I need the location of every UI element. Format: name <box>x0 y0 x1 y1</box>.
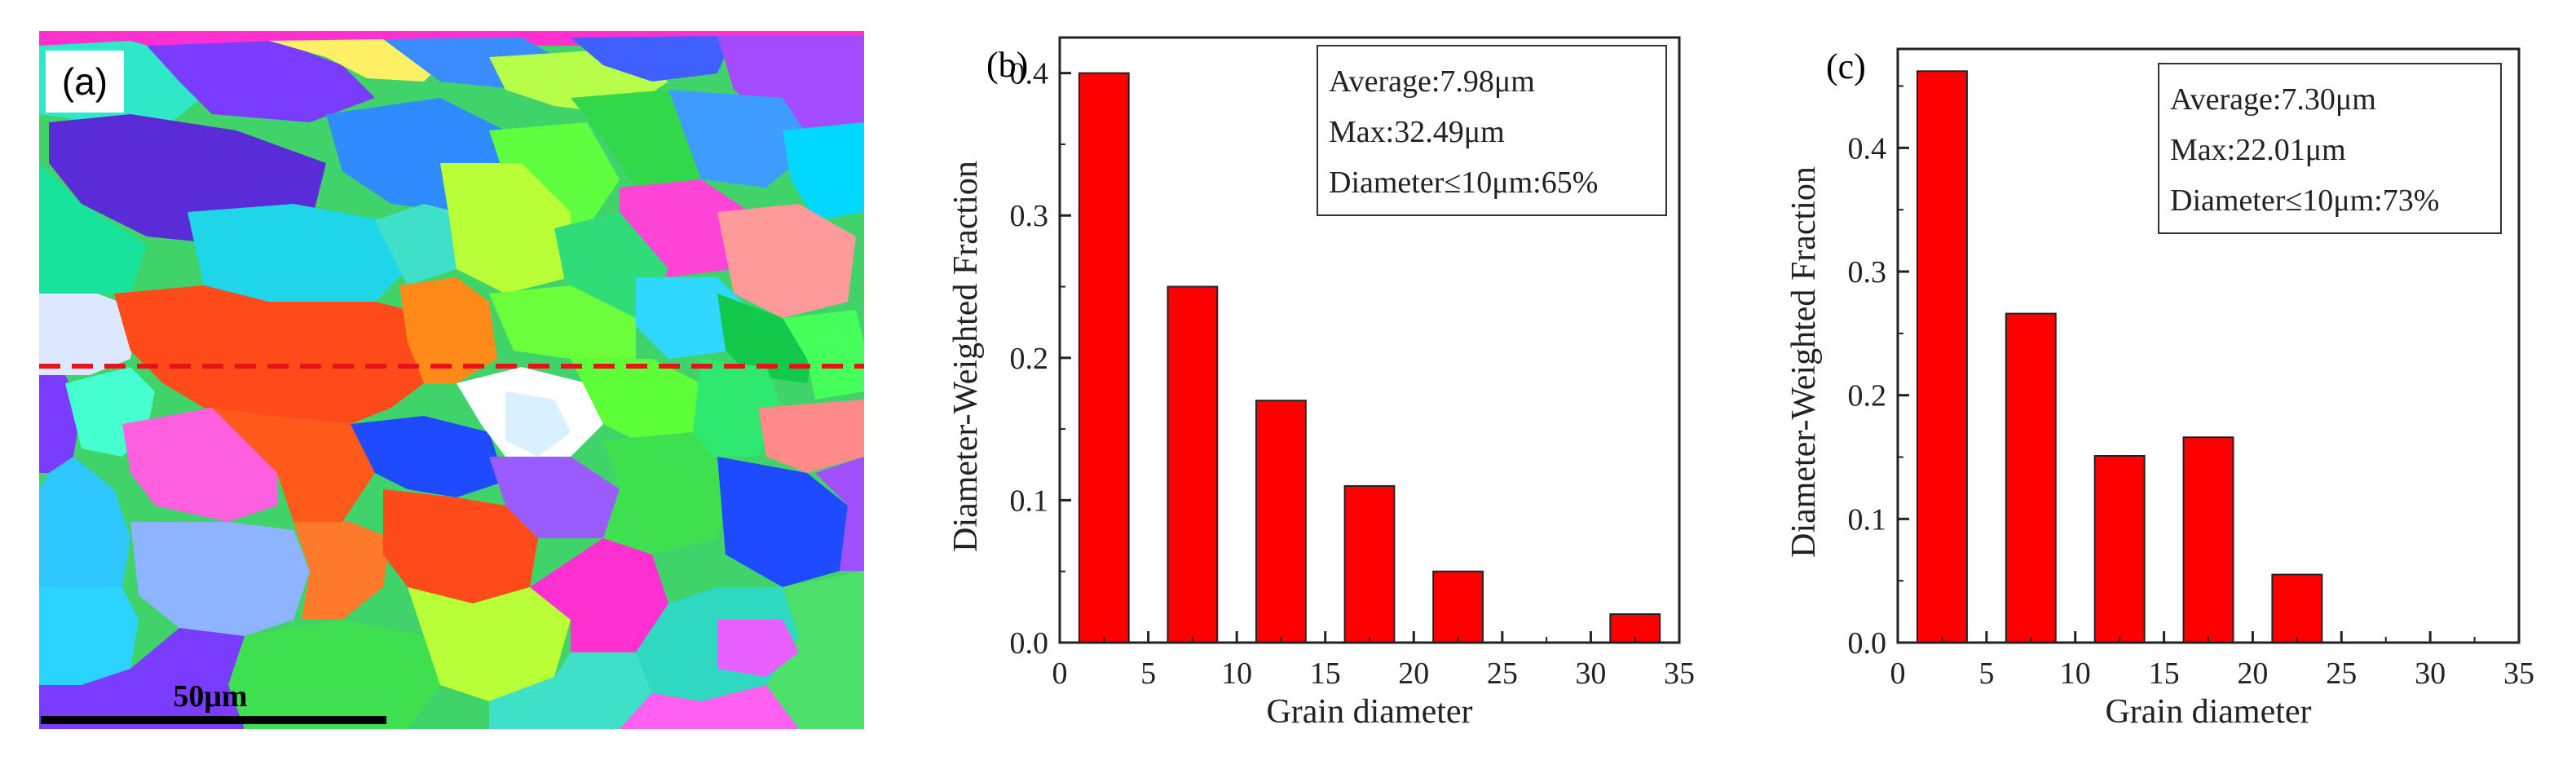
x-tick-label: 0 <box>1890 656 1906 691</box>
y-tick-label: 0.0 <box>1848 626 1887 661</box>
scale-bar <box>41 716 386 724</box>
x-tick-label: 20 <box>1398 656 1429 691</box>
x-tick-label: 5 <box>1140 656 1156 691</box>
stats-box <box>2158 63 2502 234</box>
bar <box>1167 285 1219 643</box>
ebsd-grain-map <box>39 31 864 729</box>
ebsd-map-panel: (a) 50μm <box>39 31 864 729</box>
x-tick-label: 15 <box>1310 656 1341 691</box>
x-tick-label: 0 <box>1052 656 1068 691</box>
y-tick-label: 0.1 <box>1010 484 1049 518</box>
x-tick-label: 35 <box>1664 656 1695 691</box>
stats-box <box>1317 45 1667 216</box>
stats-line: Diameter≤10μm:73% <box>2170 183 2439 218</box>
x-tick-label: 10 <box>1221 656 1252 691</box>
panel-label: (b) <box>986 45 1028 85</box>
grain-size-chart-c: 0 5 10 15 20 25 30 35 0.0 0.1 0.2 0.3 0.4 Grain diame… <box>1785 46 2534 731</box>
x-tick-label: 20 <box>2237 656 2268 691</box>
x-tick-label: 25 <box>1487 656 1518 691</box>
y-tick-label: 0.4 <box>1848 131 1887 166</box>
bar <box>1078 72 1130 644</box>
x-tick-label: 15 <box>2149 656 2180 691</box>
x-axis-label: Grain diameter <box>2105 693 2311 731</box>
y-axis-label: Diameter-Weighted Fraction <box>947 161 985 552</box>
x-tick-label: 30 <box>1575 656 1606 691</box>
y-tick-label: 0.0 <box>1010 626 1049 661</box>
y-tick-label: 0.4 <box>1010 57 1049 91</box>
stats-line: Average:7.30μm <box>2170 82 2376 117</box>
x-tick-label: 30 <box>2415 656 2446 691</box>
bar <box>2093 454 2146 643</box>
grain-size-chart-b: 0 5 10 15 20 25 30 35 0.0 0.1 0.2 0.3 0.4 Grain diame… <box>947 36 1695 731</box>
bar <box>2005 312 2057 643</box>
x-tick-label: 10 <box>2060 656 2091 691</box>
stats-line: Max:32.49μm <box>1329 115 1505 149</box>
x-tick-label: 5 <box>1978 656 1994 691</box>
scale-bar-label: 50μm <box>173 679 247 714</box>
panel-label-a: (a) <box>62 60 108 103</box>
bar <box>2271 573 2323 643</box>
panel-label-box <box>46 51 124 113</box>
stats-line: Max:22.01μm <box>2170 133 2346 167</box>
y-tick-label: 0.2 <box>1010 342 1049 376</box>
bar <box>1916 70 1968 644</box>
stats-line: Diameter≤10μm:65% <box>1329 166 1598 200</box>
bar <box>1343 484 1396 643</box>
y-tick-label: 0.3 <box>1848 255 1887 289</box>
y-tick-label: 0.3 <box>1010 199 1049 233</box>
bar <box>2182 436 2234 643</box>
x-axis-label: Grain diameter <box>1266 693 1472 731</box>
panel-label: (c) <box>1826 46 1866 86</box>
y-axis-label: Diameter-Weighted Fraction <box>1785 166 1823 558</box>
stats-line: Average:7.98μm <box>1329 64 1535 99</box>
bar <box>1255 400 1307 643</box>
bar <box>1432 570 1484 643</box>
y-tick-label: 0.2 <box>1848 379 1887 413</box>
y-tick-label: 0.1 <box>1848 502 1887 537</box>
x-tick-label: 25 <box>2326 656 2357 691</box>
x-tick-label: 35 <box>2503 656 2534 691</box>
